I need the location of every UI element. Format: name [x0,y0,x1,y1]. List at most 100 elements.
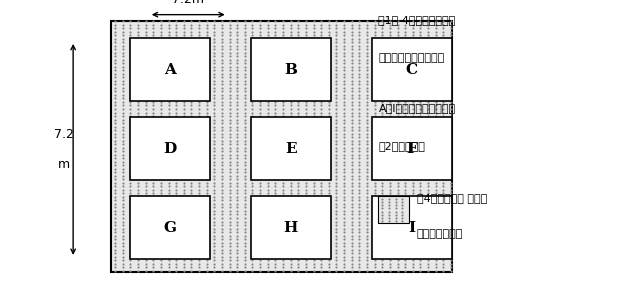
Point [324,96,334,101]
Point [423,258,433,263]
Point [438,198,448,203]
Point [415,142,425,146]
Point [446,61,456,66]
Point [385,128,395,132]
Point [293,223,303,227]
Point [133,79,143,83]
Point [163,226,174,231]
Point [286,195,296,199]
Point [270,29,280,34]
Point [385,100,395,104]
Point [232,93,242,97]
Point [392,89,403,94]
Point [186,36,197,41]
Point [163,166,174,171]
Point [385,251,395,255]
Point [247,237,258,241]
Point [362,103,372,108]
Point [392,71,403,76]
Point [347,138,357,143]
Point [125,166,135,171]
Point [347,131,357,136]
Point [110,180,120,185]
Point [133,212,143,217]
Point [156,202,166,206]
Point [217,54,227,59]
Point [286,142,296,146]
Point [240,152,250,157]
Point [331,131,342,136]
Point [324,43,334,48]
Point [415,173,425,178]
Point [225,184,235,189]
Point [301,237,311,241]
Point [225,219,235,224]
Point [263,156,273,161]
Point [316,258,326,263]
Point [202,71,212,76]
Point [423,159,433,164]
Point [308,142,319,146]
Point [217,254,227,259]
Point [225,180,235,185]
Point [316,71,326,76]
Point [423,19,433,23]
Point [148,100,158,104]
Point [156,121,166,125]
Point [232,258,242,263]
Point [263,219,273,224]
Point [339,124,349,129]
Point [446,205,456,210]
Point [398,200,408,205]
Point [377,216,387,220]
Point [415,26,425,30]
Point [415,117,425,122]
Point [225,251,235,255]
Point [354,107,364,111]
Point [438,57,448,62]
Point [156,209,166,213]
Point [225,209,235,213]
Point [331,258,342,263]
Point [286,191,296,196]
Point [186,209,197,213]
Point [293,156,303,161]
Text: m: m [57,158,70,171]
Point [362,230,372,234]
Point [270,131,280,136]
Point [163,96,174,101]
Point [240,43,250,48]
Point [308,173,319,178]
Point [438,226,448,231]
Point [316,40,326,45]
Point [400,86,410,90]
Point [141,149,151,154]
Point [408,138,418,143]
Point [384,212,394,217]
Point [446,226,456,231]
Point [141,114,151,118]
Point [270,219,280,224]
Point [370,202,380,206]
Point [293,268,303,273]
Point [232,265,242,270]
Point [186,195,197,199]
Point [118,142,128,146]
Point [179,36,189,41]
Point [232,226,242,231]
Point [263,198,273,203]
Point [148,93,158,97]
Point [415,61,425,66]
Point [423,117,433,122]
Point [186,54,197,59]
Point [293,230,303,234]
Point [278,50,288,55]
Point [293,64,303,69]
Point [263,254,273,259]
Point [171,131,181,136]
Point [446,22,456,27]
Point [141,64,151,69]
Point [232,124,242,129]
Point [400,40,410,45]
Point [141,79,151,83]
